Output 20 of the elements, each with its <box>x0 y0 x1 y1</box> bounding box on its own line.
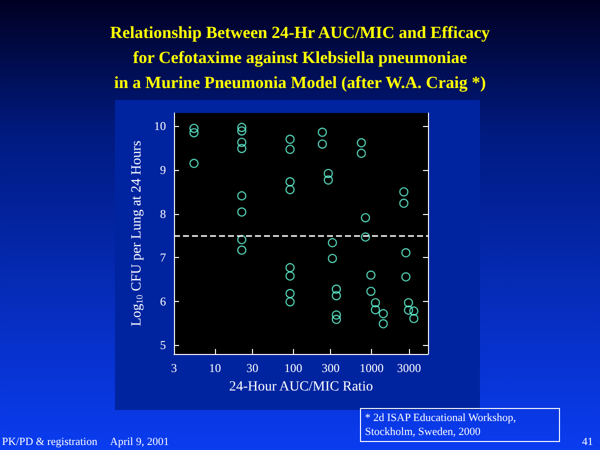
x-tick-label: 3 <box>171 361 177 375</box>
text: * 2d ISAP Educational Workshop, Stockholm, Sweden, 2000 <box>360 408 560 442</box>
y-tick-label: 8 <box>160 206 166 221</box>
text: 41 <box>582 436 593 448</box>
x-tick-label: 10 <box>208 361 221 375</box>
y-tick-label: 10 <box>154 119 166 134</box>
x-axis-title: 24-Hour AUC/MIC Ratio <box>229 380 373 394</box>
x-tick-label: 1000 <box>360 361 384 375</box>
y-tick-label: 5 <box>160 338 166 352</box>
x-tick-label: 100 <box>284 361 302 375</box>
y-axis-title: Log10 CFU per Lung at 24 Hours <box>130 140 144 326</box>
text: April 9, 2001 <box>110 436 169 448</box>
chart-title: Relationship Between 24-Hr AUC/MIC and Efficacy for Cefotaxime against Klebsiella pneumoniae in a Murine Pneumonia Model (after W.A. Craig *) <box>109 22 491 94</box>
y-tick-label: 7 <box>160 250 166 265</box>
x-tick-label: 30 <box>246 361 258 375</box>
text: PK/PD & registration <box>2 436 98 448</box>
y-tick-label: 9 <box>160 162 166 177</box>
y-tick-label: 6 <box>160 294 166 308</box>
x-tick-label: 3000 <box>396 361 421 375</box>
x-tick-label: 300 <box>322 361 340 375</box>
